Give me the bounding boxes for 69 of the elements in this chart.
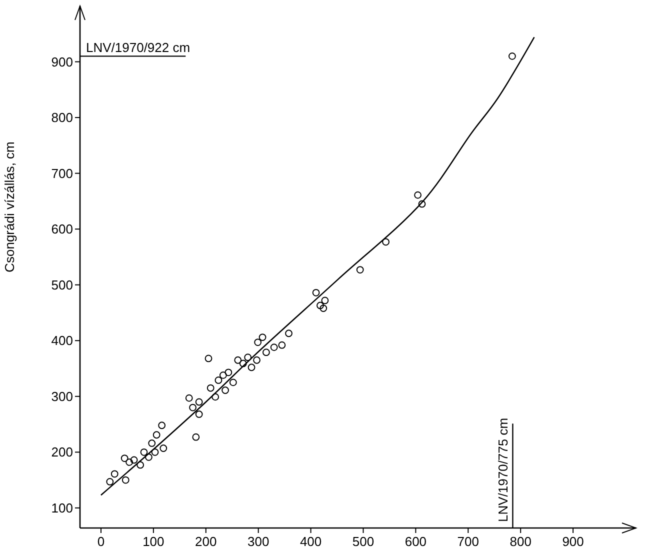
point bbox=[224, 368, 232, 376]
point bbox=[151, 448, 159, 456]
point bbox=[140, 448, 148, 456]
point bbox=[508, 52, 516, 60]
point bbox=[244, 354, 252, 362]
ref-line-label: LNV/1970/775 cm bbox=[496, 418, 511, 522]
point bbox=[160, 444, 168, 452]
x-tick-label: 600 bbox=[404, 534, 427, 549]
x-tick-label: 900 bbox=[562, 534, 584, 549]
x-tick-label: 800 bbox=[510, 534, 532, 549]
point bbox=[148, 440, 156, 447]
y-tick-label: 500 bbox=[51, 277, 73, 292]
y-tick-label: 700 bbox=[51, 166, 73, 181]
point bbox=[270, 344, 278, 352]
x-tick-label: 100 bbox=[142, 534, 164, 549]
y-tick-label: 100 bbox=[51, 500, 73, 516]
point bbox=[316, 302, 324, 310]
point bbox=[219, 371, 227, 379]
point bbox=[234, 356, 242, 364]
point bbox=[189, 404, 196, 412]
point bbox=[130, 456, 138, 464]
point bbox=[192, 433, 200, 441]
point bbox=[253, 356, 260, 364]
point bbox=[195, 398, 203, 406]
point bbox=[278, 341, 286, 349]
point bbox=[248, 364, 256, 372]
point bbox=[195, 410, 203, 418]
x-tick-label: 500 bbox=[352, 534, 374, 549]
point bbox=[229, 378, 237, 386]
point bbox=[185, 394, 193, 402]
y-tick-label: 800 bbox=[51, 110, 73, 126]
x-tick-label: 700 bbox=[457, 534, 480, 549]
x-tick-label: 400 bbox=[300, 534, 322, 549]
point bbox=[106, 478, 114, 486]
point bbox=[126, 458, 134, 466]
point bbox=[312, 288, 320, 296]
point bbox=[110, 470, 118, 478]
ref-line-label: LNV/1970/922 cm bbox=[86, 40, 190, 56]
point bbox=[321, 296, 329, 304]
y-tick-label: 900 bbox=[51, 54, 73, 70]
x-tick-label: 200 bbox=[195, 534, 217, 549]
x-tick-label: 0 bbox=[97, 534, 105, 549]
point bbox=[258, 334, 266, 341]
point bbox=[262, 348, 270, 356]
point bbox=[320, 304, 328, 312]
point bbox=[206, 384, 214, 392]
point bbox=[254, 338, 262, 346]
point bbox=[145, 453, 152, 461]
y-tick-label: 200 bbox=[51, 444, 73, 460]
point bbox=[120, 454, 128, 462]
point bbox=[136, 461, 144, 469]
point bbox=[222, 386, 229, 394]
y-tick-label: 600 bbox=[51, 222, 73, 237]
point bbox=[152, 431, 160, 439]
point bbox=[239, 360, 247, 368]
point bbox=[414, 191, 422, 199]
x-tick-label: 300 bbox=[247, 534, 270, 549]
point bbox=[158, 422, 166, 430]
y-tick-label: 300 bbox=[51, 388, 73, 404]
y-tick-label: 400 bbox=[51, 333, 73, 348]
point bbox=[418, 200, 426, 208]
point bbox=[122, 476, 130, 484]
point bbox=[212, 393, 220, 401]
point bbox=[214, 376, 222, 384]
point bbox=[356, 266, 364, 274]
y-axis-title: Csongrádi vízállás, cm bbox=[2, 142, 17, 272]
point bbox=[204, 354, 212, 362]
point bbox=[382, 238, 390, 246]
point bbox=[285, 330, 292, 338]
